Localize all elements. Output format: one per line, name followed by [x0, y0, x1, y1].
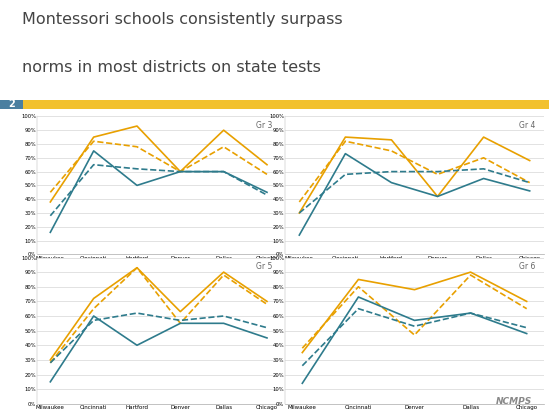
Text: Montessori schools consistently surpass: Montessori schools consistently surpass	[22, 12, 343, 27]
Text: Gr 6: Gr 6	[519, 262, 536, 271]
Text: NCMPS: NCMPS	[496, 397, 533, 406]
Text: Gr 5: Gr 5	[256, 262, 273, 271]
Text: 2: 2	[8, 99, 15, 110]
Text: Gr 3: Gr 3	[256, 121, 273, 129]
Text: Gr 4: Gr 4	[519, 121, 536, 129]
Text: norms in most districts on state tests: norms in most districts on state tests	[22, 60, 321, 75]
